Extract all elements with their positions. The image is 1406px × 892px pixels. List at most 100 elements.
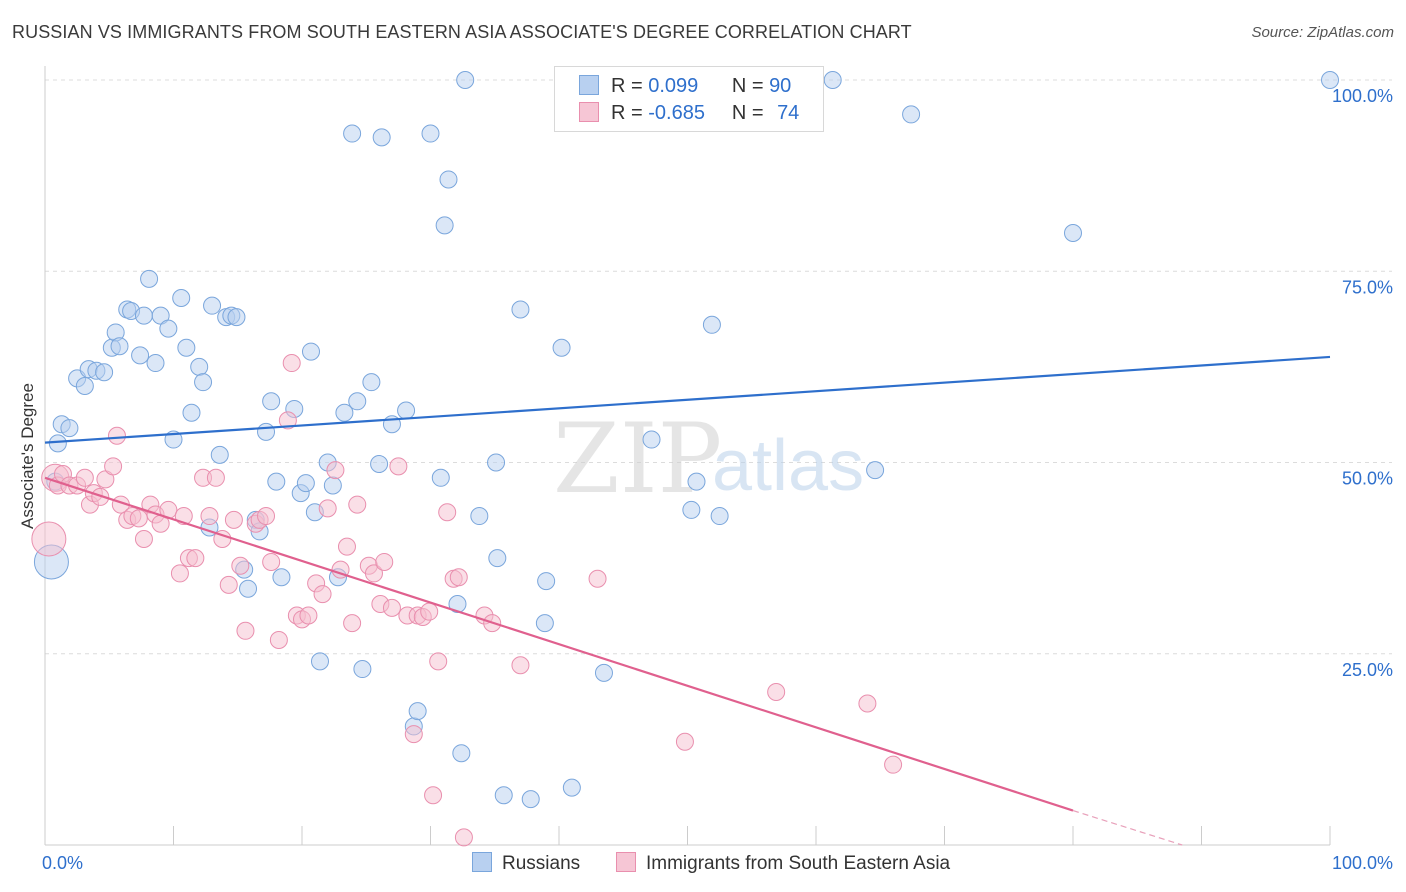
legend-item-russians: Russians [472,852,580,875]
y-axis-label: Associate's Degree [18,383,37,529]
watermark-atlas: atlas [712,426,864,506]
russians-point [552,338,571,357]
russians-point [521,790,540,809]
russians-point [353,660,372,679]
legend-r-label: R = [611,102,643,124]
legend-r-label: R = [611,75,643,97]
legend-row-russians: R = 0.099 N = 90 [579,75,791,98]
russians-point [511,300,530,319]
russians-point [448,595,467,614]
russians-point [456,71,475,89]
russians-point [452,744,471,763]
russians-point [110,337,129,356]
immigrants-point [129,509,148,528]
russians-point [323,476,342,495]
russians-point [190,357,209,376]
russians-point [262,392,281,411]
correlation-legend: R = 0.099 N = 90 R = -0.685 N = 74 [554,66,824,132]
russians-point [408,702,427,721]
immigrants-point [75,468,94,487]
legend-swatch-pink [616,852,636,872]
immigrants-point [186,549,205,568]
immigrants-point [382,598,401,617]
russians-point [594,663,613,682]
russians-point [257,422,276,441]
russians-point [172,289,191,308]
russians-point [227,308,246,327]
immigrants-point [588,569,607,588]
russians-point [535,614,554,633]
russians-point [131,346,150,365]
russians-point [134,306,153,325]
watermark-zip: ZIP [553,403,722,515]
immigrants-point [91,487,110,506]
immigrants-point [420,602,439,621]
immigrants-point [675,732,694,751]
russians-point [866,461,885,480]
russians-point [343,124,362,143]
russians-point [488,549,507,568]
russians-point [470,507,489,526]
immigrants-point [231,556,250,575]
immigrants-point [31,521,67,557]
russians-point [702,315,721,334]
russians-point [397,401,416,420]
y-tick-label: 25.0% [1342,660,1393,680]
immigrants-point [170,564,189,583]
russians-point [1064,224,1082,242]
immigrants-point [364,564,383,583]
legend-r-value: 0.099 [648,75,699,97]
russians-point [439,170,458,189]
immigrants-point [224,510,243,529]
russians-point [203,296,222,315]
russians-point [370,455,389,474]
russians-point [362,373,381,392]
immigrants-point [262,552,281,571]
russians-point [272,568,291,587]
immigrants-point [206,468,225,487]
russians-point [194,373,213,392]
russians-point [421,124,440,143]
immigrants-point [348,495,367,514]
legend-label-immigrants: Immigrants from South Eastern Asia [646,853,951,874]
y-tick-label: 75.0% [1342,277,1393,297]
legend-swatch-pink [579,102,599,122]
russians-point [1321,71,1339,89]
legend-n-label: N = [731,75,764,97]
trend-lines [44,355,1331,846]
y-tick-label: 100.0% [1332,86,1393,106]
immigrants-point [424,786,443,805]
series-immigrants-points [31,354,903,847]
russians-point [372,128,391,147]
russians-point [301,342,320,361]
russians-point [710,507,729,526]
russians-point [310,652,329,671]
russians-point [210,445,229,464]
immigrants-trend-line [44,476,1074,812]
russians-point [435,216,454,235]
immigrants-point [429,652,448,671]
russians-point [296,474,315,493]
y-tick-label: 50.0% [1342,469,1393,489]
immigrants-point [104,457,123,476]
immigrants-point [219,575,238,594]
immigrants-point [299,606,318,625]
immigrants-point [404,725,423,744]
source-label: Source: ZipAtlas.com [1251,24,1394,41]
legend-swatch-blue [472,852,492,872]
russians-point [487,453,506,472]
immigrants-point [236,621,255,640]
immigrants-point [134,530,153,548]
immigrants-trend-extension [1072,810,1183,846]
russians-point [146,354,165,373]
watermark: ZIP atlas [553,403,864,515]
immigrants-point [326,461,345,480]
russians-point [140,269,159,288]
legend-row-immigrants: R = -0.685 N = 74 [579,102,799,125]
russians-point [642,430,661,449]
axes [44,66,1331,846]
x-tick-label-min: 0.0% [42,853,83,873]
russians-point [239,579,258,598]
immigrants-point [454,828,473,847]
